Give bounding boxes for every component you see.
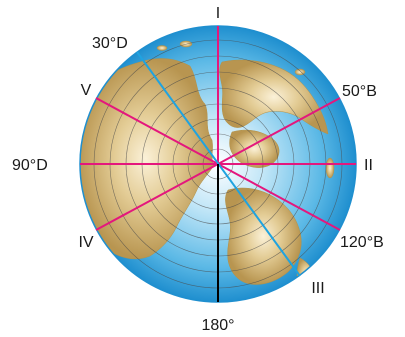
label-upper-left-outer: V	[81, 82, 92, 99]
label-bottom: 180°	[201, 317, 234, 334]
label-right: II	[364, 157, 373, 174]
label-lower-left: IV	[78, 234, 93, 251]
meridian-lines	[80, 26, 356, 302]
label-lower-right-outer: III	[311, 280, 324, 297]
label-lower-right-inner: 120°B	[340, 234, 384, 251]
label-left: 90°D	[12, 157, 48, 174]
label-upper-left-inner: 30°D	[92, 35, 128, 52]
label-upper-right: 50°B	[342, 83, 377, 100]
label-top: I	[216, 5, 220, 22]
